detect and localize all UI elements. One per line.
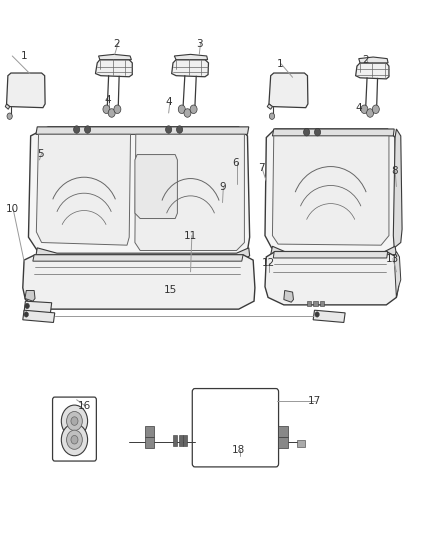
Text: 15: 15 [164, 286, 177, 295]
Circle shape [108, 109, 115, 117]
Text: 13: 13 [385, 254, 399, 263]
Circle shape [7, 113, 12, 119]
Text: 4: 4 [356, 103, 363, 112]
Polygon shape [359, 57, 388, 63]
Polygon shape [7, 73, 45, 108]
Text: 4: 4 [104, 95, 111, 105]
Text: 18: 18 [232, 446, 245, 455]
Text: 1: 1 [277, 59, 284, 69]
Circle shape [103, 105, 110, 114]
Circle shape [114, 105, 121, 114]
Polygon shape [284, 290, 293, 302]
Bar [145, 426, 154, 437]
Text: 2: 2 [113, 39, 120, 49]
Polygon shape [313, 310, 345, 322]
Bar [183, 435, 187, 446]
Text: 2: 2 [362, 55, 369, 64]
Polygon shape [265, 252, 399, 305]
Polygon shape [394, 252, 401, 297]
Bar [278, 426, 288, 437]
Polygon shape [25, 290, 35, 301]
Polygon shape [28, 127, 250, 261]
Text: 8: 8 [391, 166, 398, 175]
Polygon shape [23, 310, 55, 322]
Circle shape [184, 109, 191, 117]
Text: 10: 10 [6, 204, 19, 214]
Polygon shape [174, 54, 208, 60]
Polygon shape [33, 255, 243, 261]
Polygon shape [393, 129, 402, 248]
Polygon shape [356, 63, 389, 79]
Bar [145, 437, 154, 448]
Polygon shape [5, 104, 10, 109]
Text: 1: 1 [21, 51, 28, 61]
Text: 7: 7 [258, 163, 265, 173]
Circle shape [85, 126, 91, 133]
Circle shape [304, 128, 310, 136]
Circle shape [361, 105, 368, 114]
Circle shape [367, 109, 374, 117]
Polygon shape [24, 301, 52, 313]
Text: 16: 16 [78, 401, 91, 411]
Polygon shape [269, 73, 308, 108]
Polygon shape [99, 54, 131, 60]
Circle shape [61, 424, 88, 456]
Circle shape [178, 105, 185, 114]
Bar [278, 437, 288, 448]
Text: 3: 3 [196, 39, 203, 49]
Bar [173, 435, 177, 446]
Bar [179, 435, 183, 446]
Polygon shape [272, 136, 389, 245]
Polygon shape [135, 134, 244, 251]
Circle shape [190, 105, 197, 114]
Polygon shape [36, 134, 131, 245]
Circle shape [71, 435, 78, 444]
Circle shape [24, 312, 28, 317]
Text: 4: 4 [165, 98, 172, 107]
Circle shape [67, 430, 82, 449]
Text: 11: 11 [184, 231, 197, 240]
Circle shape [71, 417, 78, 425]
Polygon shape [23, 255, 255, 309]
Circle shape [166, 126, 172, 133]
Text: 5: 5 [37, 149, 44, 158]
Polygon shape [265, 129, 396, 257]
Polygon shape [272, 129, 394, 136]
Polygon shape [135, 155, 177, 219]
Text: 17: 17 [308, 396, 321, 406]
Polygon shape [271, 246, 396, 261]
Polygon shape [273, 252, 388, 258]
Circle shape [61, 405, 88, 437]
Text: 6: 6 [232, 158, 239, 167]
Circle shape [67, 411, 82, 431]
Polygon shape [172, 60, 208, 77]
Bar [313, 301, 318, 306]
Circle shape [372, 105, 379, 114]
Bar [297, 440, 305, 447]
Text: 9: 9 [219, 182, 226, 191]
Polygon shape [95, 60, 132, 77]
Circle shape [315, 312, 319, 317]
Circle shape [269, 113, 275, 119]
Text: 12: 12 [261, 258, 275, 268]
Circle shape [25, 303, 29, 309]
Polygon shape [267, 104, 272, 109]
Circle shape [314, 128, 321, 136]
Polygon shape [36, 248, 250, 264]
Bar [320, 301, 324, 306]
Polygon shape [36, 127, 249, 134]
Circle shape [177, 126, 183, 133]
Bar [307, 301, 311, 306]
Circle shape [74, 126, 80, 133]
